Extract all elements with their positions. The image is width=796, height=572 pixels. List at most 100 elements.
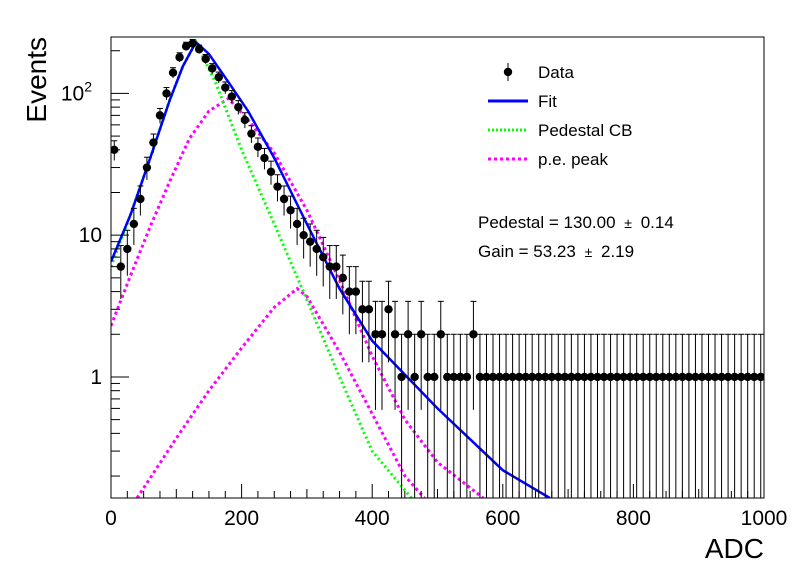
data-marker	[175, 53, 184, 62]
data-point	[456, 333, 465, 498]
data-marker	[443, 372, 452, 382]
data-point	[266, 160, 276, 185]
data-point	[201, 53, 210, 64]
legend-entry-pedestal-cb: Pedestal CB	[488, 121, 633, 140]
data-marker	[416, 330, 426, 339]
data-point	[319, 236, 328, 287]
data-point	[495, 333, 504, 498]
curve-p-e-peak-2nd	[135, 286, 426, 498]
data-marker	[247, 129, 256, 138]
data-marker	[325, 262, 334, 271]
data-marker	[266, 167, 276, 176]
data-marker	[201, 54, 210, 64]
data-marker	[678, 372, 687, 382]
data-marker	[586, 372, 596, 382]
data-marker	[632, 372, 641, 382]
data-point	[253, 137, 263, 158]
data-marker	[580, 372, 589, 382]
plot-frame	[110, 36, 765, 499]
data-point	[632, 333, 641, 498]
data-point	[645, 333, 654, 498]
data-point	[514, 333, 524, 498]
data-marker	[645, 372, 654, 382]
data-marker	[521, 372, 530, 382]
data-point	[142, 156, 152, 180]
data-marker	[449, 372, 459, 382]
data-point	[554, 333, 563, 498]
data-marker	[227, 92, 237, 101]
data-marker	[750, 372, 759, 382]
data-marker	[756, 372, 764, 382]
x-tick-label: 400	[355, 507, 390, 530]
data-point	[305, 223, 315, 267]
data-point	[658, 333, 667, 498]
data-marker	[319, 252, 328, 262]
data-point	[462, 333, 472, 498]
data-marker	[541, 372, 550, 382]
data-marker	[638, 372, 648, 382]
data-marker	[423, 372, 432, 382]
data-point	[377, 300, 387, 410]
data-point	[743, 333, 752, 498]
x-axis-label: ADC	[705, 533, 764, 564]
data-point	[619, 333, 628, 498]
data-point	[449, 333, 459, 498]
data-point	[181, 41, 191, 51]
data-marker	[371, 330, 380, 339]
data-point	[345, 266, 354, 335]
data-point	[260, 147, 269, 170]
data-point	[338, 254, 348, 315]
data-point	[240, 112, 250, 129]
data-marker	[136, 194, 145, 204]
pedestal-pm-sign: ±	[624, 215, 632, 231]
data-marker	[625, 372, 635, 382]
data-marker	[403, 330, 413, 339]
data-point	[208, 63, 217, 74]
data-marker	[338, 273, 348, 283]
data-point	[671, 333, 681, 498]
x-tick-label: 200	[224, 507, 259, 530]
data-marker	[475, 372, 485, 382]
data-point	[717, 333, 726, 498]
data-marker	[168, 68, 178, 77]
data-marker	[214, 73, 223, 82]
y-axis-label: Events	[21, 37, 52, 123]
data-point	[410, 333, 419, 498]
data-marker	[547, 372, 556, 382]
data-marker	[593, 372, 602, 382]
data-marker	[691, 372, 700, 382]
data-marker	[697, 372, 707, 382]
data-marker	[658, 372, 667, 382]
data-marker	[488, 372, 498, 382]
data-point	[573, 333, 583, 498]
data-point	[214, 71, 223, 83]
y-tick-label: 1	[90, 366, 102, 389]
data-marker	[253, 142, 263, 152]
data-marker	[534, 372, 543, 382]
data-marker	[671, 372, 681, 382]
legend-entry-data: Data	[503, 63, 574, 82]
data-marker	[495, 372, 504, 382]
data-point	[175, 52, 184, 62]
data-point	[750, 333, 759, 498]
data-marker	[462, 372, 472, 382]
data-point	[358, 280, 367, 363]
data-marker	[567, 372, 576, 382]
data-point	[168, 67, 178, 79]
data-marker	[299, 230, 308, 240]
data-point	[221, 81, 230, 94]
data-point	[325, 245, 334, 299]
data-point	[501, 333, 511, 498]
data-marker	[704, 372, 713, 382]
data-point	[482, 333, 491, 498]
data-point	[469, 300, 478, 410]
data-point	[155, 107, 165, 124]
data-marker	[332, 262, 341, 271]
data-marker	[384, 305, 393, 314]
data-point	[390, 300, 400, 410]
data-marker	[279, 194, 289, 204]
data-point	[332, 245, 341, 299]
data-marker	[390, 330, 400, 339]
data-point	[612, 333, 622, 498]
